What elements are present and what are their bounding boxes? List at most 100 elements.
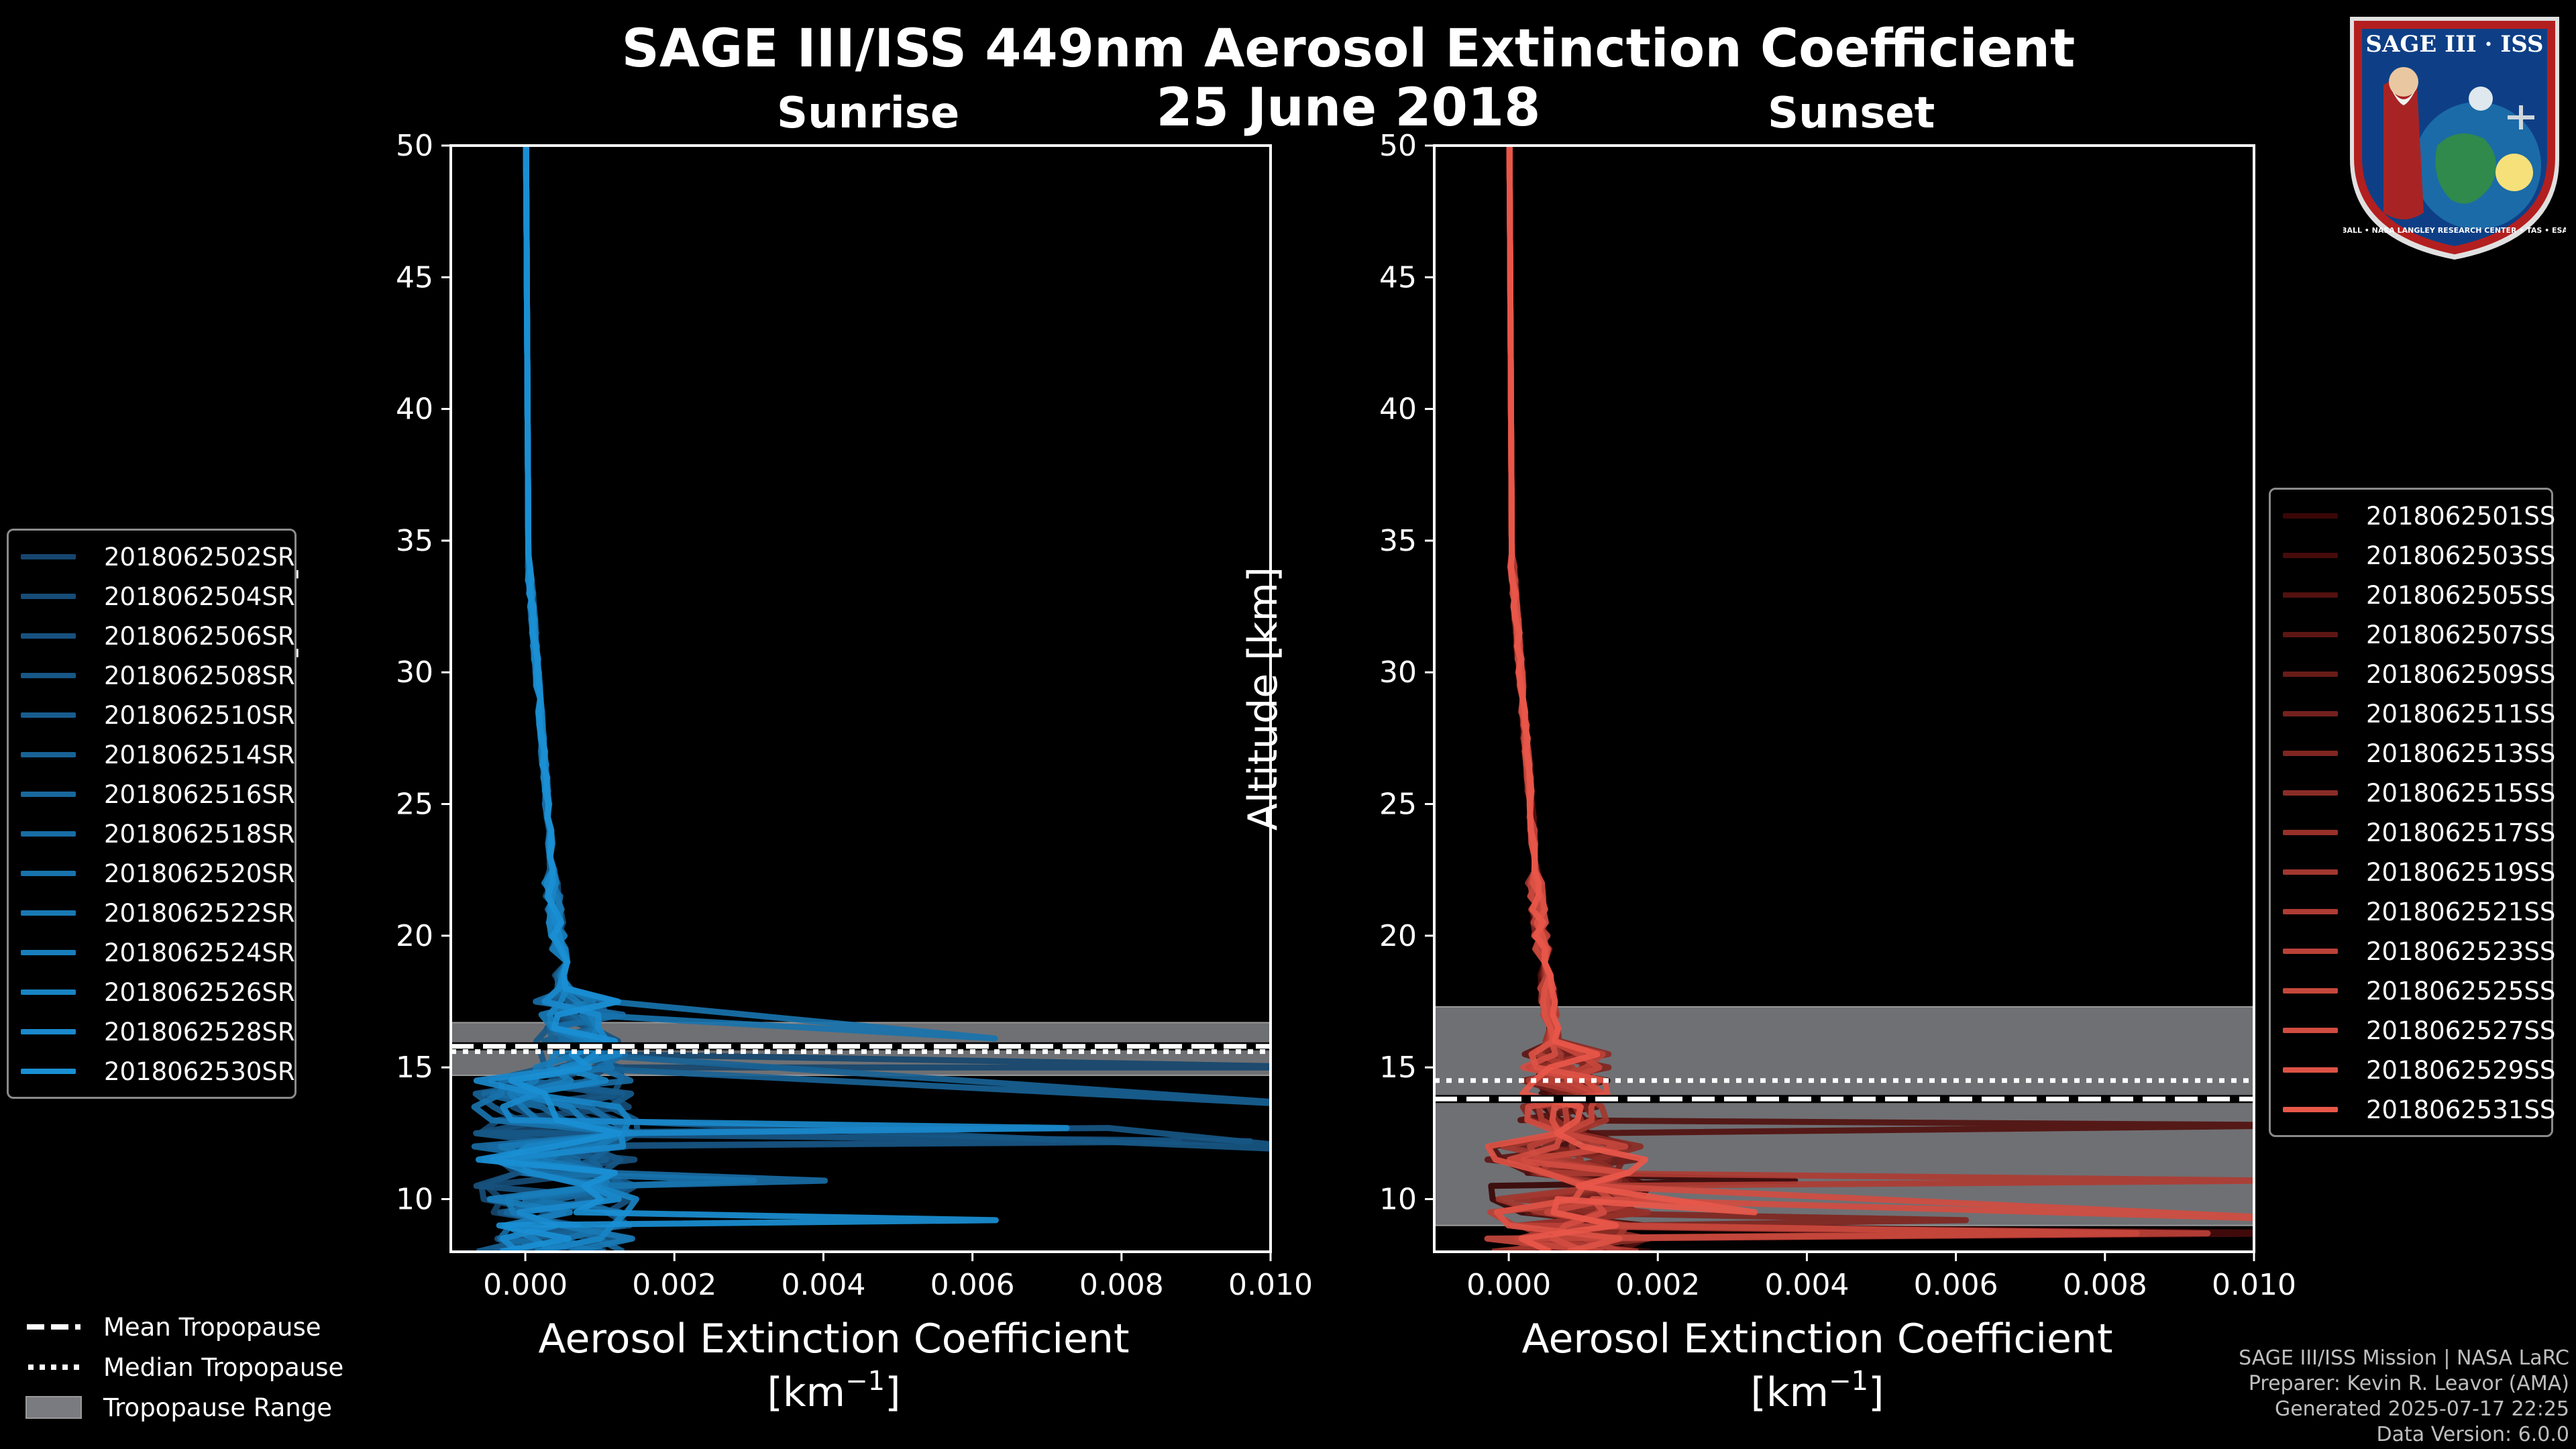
legend-label: 2018062513SS (2366, 739, 2556, 768)
legend-entry: 2018062517SS (2283, 813, 2555, 852)
legend-label: 2018062501SS (2366, 501, 2556, 531)
legend-entry: 2018062513SS (2283, 734, 2555, 773)
legend-entry: 2018062514SR (21, 735, 295, 774)
legend-label: 2018062509SS (2366, 659, 2556, 689)
legend-entry: 2018062522SR (21, 894, 295, 932)
y-tick-label: 15 (1379, 1051, 1417, 1085)
legend-entry: 2018062502SR (21, 537, 295, 576)
legend-entry: 2018062503SS (2283, 536, 2555, 575)
y-tick-label: 10 (396, 1182, 433, 1216)
legend-entry: 2018062509SS (2283, 655, 2555, 694)
legend-swatch (21, 1069, 76, 1074)
legend-swatch (2283, 553, 2338, 558)
y-tick-label: 20 (396, 919, 433, 953)
legend-swatch (21, 910, 76, 916)
median-tropopause-swatch (28, 1364, 80, 1370)
legend-label: 2018062508SR (104, 661, 295, 690)
y-tick-label: 40 (396, 392, 433, 427)
legend-entry: 2018062515SS (2283, 773, 2555, 812)
legend-swatch (21, 1029, 76, 1034)
legend-swatch (2283, 1067, 2338, 1073)
legend-entry: 2018062501SS (2283, 496, 2555, 535)
mean-tropopause-swatch (27, 1324, 80, 1330)
y-tick-label: 30 (1379, 655, 1417, 690)
legend-label: 2018062529SS (2366, 1055, 2556, 1085)
legend-swatch (2283, 711, 2338, 716)
sunset-subtitle: Sunset (1768, 89, 1935, 138)
legend-swatch (2283, 592, 2338, 598)
legend-swatch (2283, 949, 2338, 954)
legend-label: 2018062520SR (104, 859, 295, 888)
legend-label: 2018062504SR (104, 582, 295, 611)
legend-label: 2018062511SS (2366, 699, 2556, 729)
legend-label: 2018062522SR (104, 898, 295, 928)
legend-swatch (2283, 988, 2338, 994)
legend-entry: 2018062526SR (21, 973, 295, 1012)
sunrise-legend: 2018062502SR 2018062504SR 2018062506SR 2018… (7, 529, 297, 1099)
figure-date: 25 June 2018 (1156, 78, 1541, 138)
median-tropopause-label: Median Tropopause (103, 1352, 344, 1382)
sunset-legend: 2018062501SS 2018062503SS 2018062505SS 2018… (2269, 488, 2556, 1137)
legend-label: 2018062502SR (104, 542, 295, 572)
x-tick-label: 0.004 (781, 1268, 865, 1302)
legend-label: 2018062514SR (104, 740, 295, 769)
figure-title: SAGE III/ISS 449nm Aerosol Extinction Co… (621, 19, 2076, 79)
legend-label: 2018062530SR (104, 1057, 295, 1086)
legend-label: 2018062506SR (104, 621, 295, 651)
x-tick-label: 0.010 (2212, 1268, 2296, 1302)
legend-swatch (2283, 632, 2338, 637)
legend-label: 2018062524SR (104, 938, 295, 967)
x-tick-label: 0.010 (1228, 1268, 1313, 1302)
legend-swatch (21, 792, 76, 797)
x-axis-unit: [km−1] (767, 1366, 901, 1416)
y-tick-label: 25 (1379, 788, 1417, 822)
legend-label: 2018062531SS (2366, 1095, 2556, 1124)
legend-entry: 2018062504SR (21, 577, 295, 616)
x-axis-label: Aerosol Extinction Coefficient (1522, 1316, 2113, 1362)
y-tick-label: 20 (1379, 919, 1417, 953)
mean-tropopause-label: Mean Tropopause (103, 1312, 321, 1342)
legend-swatch (2283, 790, 2338, 796)
legend-label: 2018062526SR (104, 977, 295, 1007)
sunrise-subtitle: Sunrise (777, 89, 960, 138)
x-tick-label: 0.004 (1764, 1268, 1849, 1302)
legend-swatch (21, 871, 76, 876)
legend-swatch (21, 673, 76, 678)
x-tick-label: 0.008 (1079, 1268, 1164, 1302)
legend-entry: 2018062507SS (2283, 615, 2555, 654)
logo-title: SAGE III · ISS (2365, 31, 2543, 58)
y-tick-label: 40 (1379, 392, 1417, 427)
legend-entry: 2018062525SS (2283, 971, 2555, 1010)
y-tick-label: 35 (396, 524, 433, 558)
legend-swatch (2283, 751, 2338, 756)
legend-entry: 2018062519SS (2283, 853, 2555, 892)
legend-label: 2018062510SR (104, 700, 295, 730)
legend-label: 2018062525SS (2366, 976, 2556, 1006)
legend-swatch (2283, 830, 2338, 835)
legend-entry: 2018062531SS (2283, 1090, 2555, 1129)
legend-label: 2018062528SR (104, 1017, 295, 1046)
legend-entry: 2018062528SR (21, 1012, 295, 1051)
legend-label: 2018062515SS (2366, 778, 2556, 808)
x-tick-label: 0.000 (483, 1268, 568, 1302)
legend-entry: 2018062510SR (21, 696, 295, 735)
legend-label: 2018062527SS (2366, 1016, 2556, 1045)
tropopause-range-entry: Tropopause Range (25, 1389, 332, 1426)
x-tick-label: 0.006 (1914, 1268, 1998, 1302)
x-axis-label: Aerosol Extinction Coefficient (539, 1316, 1130, 1362)
legend-entry: 2018062530SR (21, 1052, 295, 1091)
legend-swatch (21, 752, 76, 757)
y-tick-label: 50 (396, 129, 433, 163)
legend-entry: 2018062521SS (2283, 892, 2555, 931)
plot-frame (449, 144, 1272, 1253)
legend-swatch (2283, 513, 2338, 519)
legend-label: 2018062516SR (104, 780, 295, 809)
x-tick-label: 0.000 (1466, 1268, 1551, 1302)
legend-swatch (2283, 909, 2338, 914)
legend-swatch (21, 712, 76, 718)
legend-label: 2018062521SS (2366, 897, 2556, 926)
legend-label: 2018062507SS (2366, 620, 2556, 649)
legend-label: 2018062519SS (2366, 857, 2556, 887)
legend-swatch (21, 633, 76, 639)
